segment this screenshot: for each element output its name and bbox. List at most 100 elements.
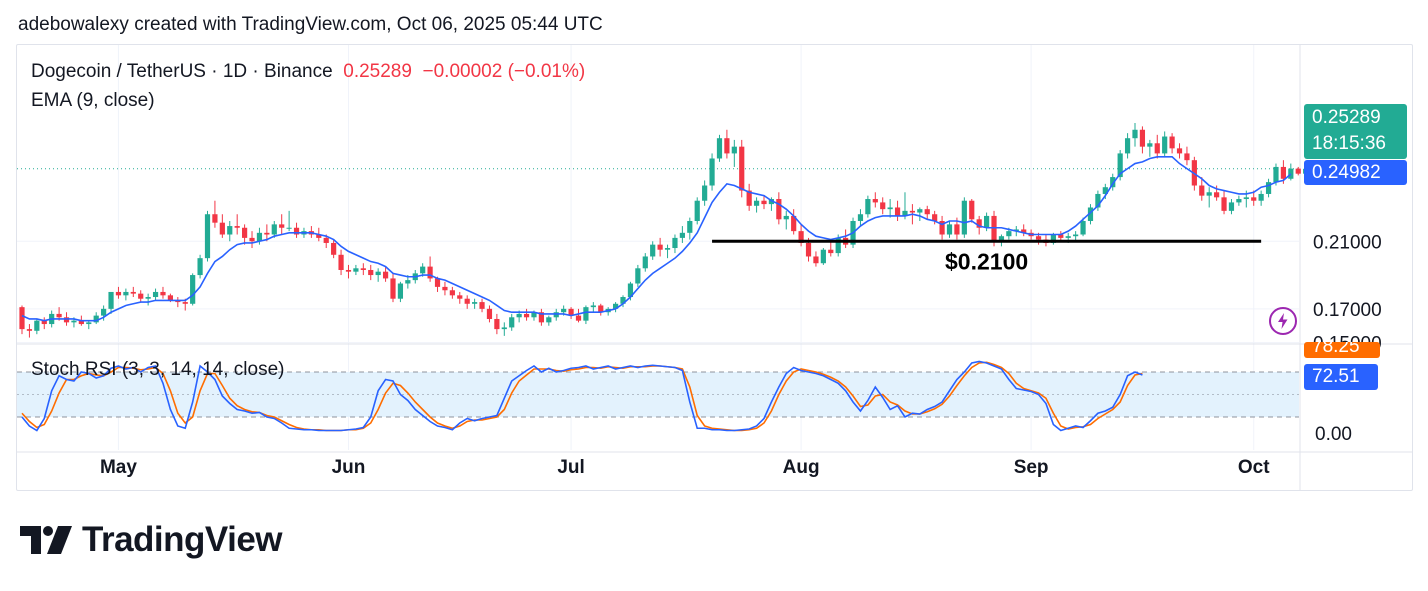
candle-body [880, 202, 886, 210]
candle-body [991, 215, 997, 242]
candle [479, 298, 485, 313]
candle-body [783, 215, 789, 220]
candle [1124, 133, 1131, 159]
candle-body [1080, 220, 1086, 235]
candle [397, 281, 404, 303]
candle-body [575, 315, 582, 321]
candle-body [279, 224, 285, 228]
candle-body [212, 214, 218, 223]
chart-credit: adebowalexy created with TradingView.com… [18, 14, 603, 35]
candle-body [286, 227, 292, 229]
candle-body [509, 317, 515, 328]
tradingview-logo-icon [20, 526, 72, 554]
candle-body [397, 283, 404, 299]
candle-body [316, 234, 322, 238]
candle [1169, 133, 1175, 154]
candle [115, 286, 122, 299]
candle [1295, 166, 1301, 176]
stoch-rsi-legend[interactable]: Stoch RSI (3, 3, 14, 14, close) [31, 359, 285, 380]
candle-body [323, 237, 329, 243]
candle-body [1124, 138, 1131, 154]
candle-body [1073, 234, 1079, 237]
candle [457, 291, 463, 304]
candle [865, 195, 871, 218]
tradingview-logo: TradingView [20, 520, 283, 560]
candle-body [613, 303, 619, 309]
candle-body [1110, 177, 1116, 188]
candle [212, 200, 218, 228]
last-price-badge-value: 0.25289 [1312, 107, 1381, 128]
candle-body [449, 290, 455, 296]
candle-body [635, 268, 641, 284]
candle [924, 205, 930, 220]
ema-legend[interactable]: EMA (9, close) [31, 90, 155, 111]
candle-body [1258, 193, 1264, 201]
candle [227, 220, 233, 242]
price-tick-label: 0.21000 [1313, 232, 1382, 253]
candle-body [776, 199, 782, 220]
candle [34, 318, 40, 335]
lightning-icon[interactable] [1269, 307, 1297, 335]
candle-body [620, 297, 626, 304]
candle [509, 313, 515, 331]
candle-body [264, 232, 270, 235]
candle [672, 234, 678, 254]
candle-body [820, 249, 826, 264]
candle [1176, 143, 1183, 159]
candle [449, 286, 455, 299]
candle [590, 302, 596, 313]
candle-body [182, 302, 188, 304]
candle [932, 210, 938, 225]
candle-body [41, 320, 47, 325]
candle [1117, 150, 1123, 181]
candle-body [1102, 187, 1108, 194]
candle [286, 210, 292, 232]
candle [293, 222, 300, 238]
candle-body [486, 308, 493, 319]
candle-body [583, 307, 589, 321]
candle-body [249, 237, 255, 242]
candle [271, 220, 277, 238]
candle [746, 183, 752, 211]
candle-body [479, 302, 485, 309]
candle-body [969, 200, 975, 220]
candle [123, 288, 129, 301]
candle [368, 264, 374, 281]
candle-body [598, 305, 604, 313]
candle-body [731, 146, 737, 154]
candle [546, 315, 552, 326]
candle [664, 244, 671, 259]
candle [308, 226, 314, 238]
candle-body [746, 190, 752, 206]
candle [41, 317, 47, 330]
candle-body [204, 214, 211, 259]
candle-body [687, 220, 693, 233]
candle-body [1162, 136, 1168, 154]
candle-body [197, 258, 203, 276]
price-change-value: −0.00002 (−0.01%) [422, 61, 586, 82]
candle-body [702, 185, 708, 201]
tradingview-logo-text: TradingView [82, 520, 283, 559]
candle-body [34, 320, 40, 331]
candle-body [709, 158, 715, 186]
candle [798, 224, 804, 247]
candle-body [805, 242, 812, 257]
candle-body [78, 320, 84, 325]
chart-panel[interactable]: $0.21000.210000.170000.150000.00MayJunJu… [16, 44, 1413, 491]
candle [828, 241, 834, 257]
candle-body [538, 312, 544, 323]
chart-canvas[interactable]: $0.21000.210000.170000.150000.00MayJunJu… [17, 45, 1412, 490]
candle-body [1169, 136, 1175, 149]
candle-body [434, 278, 441, 287]
candle [464, 295, 470, 309]
candle [939, 215, 945, 240]
candle-body [1288, 168, 1294, 179]
candle [93, 312, 99, 325]
candle-body [234, 226, 240, 228]
candle [575, 308, 582, 323]
candle [523, 308, 530, 321]
candle-body [130, 291, 136, 294]
candle-body [63, 317, 70, 323]
candle-body [219, 222, 225, 235]
symbol-legend[interactable]: Dogecoin / TetherUS · 1D · Binance 0.252… [31, 61, 585, 83]
